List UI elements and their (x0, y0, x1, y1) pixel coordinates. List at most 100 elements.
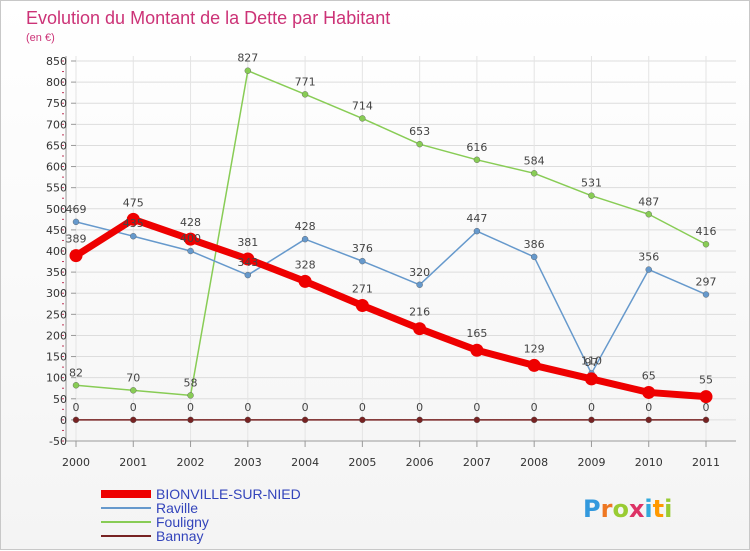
data-point (301, 235, 309, 243)
data-label: 58 (184, 376, 198, 389)
x-tick-label: 2006 (406, 456, 434, 469)
data-point (359, 115, 366, 122)
data-labels: 389 475 428 381 328 271 216 165 129 97 65 55 469 435 4… (66, 52, 717, 414)
data-point (69, 249, 83, 263)
data-point (244, 67, 252, 74)
data-label: 0 (73, 401, 80, 414)
data-label: 386 (524, 238, 545, 251)
y-tick-label: 250 (46, 308, 67, 321)
data-point (416, 281, 423, 288)
data-label: 714 (352, 99, 373, 112)
data-label: 0 (302, 401, 309, 414)
series-line-1 (75, 221, 707, 375)
x-tick-label: 2002 (177, 456, 205, 469)
data-point (130, 387, 137, 394)
x-tick-label: 2011 (692, 456, 720, 469)
data-point (642, 385, 656, 399)
data-point (241, 252, 255, 266)
data-label: 0 (645, 401, 652, 414)
y-tick-label: 0 (60, 414, 67, 427)
data-label: 381 (237, 236, 258, 249)
data-point (130, 233, 137, 240)
data-label: 328 (295, 258, 316, 271)
series-line-0 (74, 215, 707, 401)
y-tick-label: -50 (49, 435, 67, 448)
data-label: 653 (409, 125, 430, 138)
data-point (473, 156, 481, 164)
data-label: 827 (237, 52, 258, 65)
x-tick-label: 2007 (463, 456, 491, 469)
data-label: 343 (237, 256, 258, 269)
data-label: 447 (466, 212, 487, 225)
x-tick-label: 2009 (577, 456, 605, 469)
data-point (244, 416, 252, 424)
data-label: 416 (696, 225, 717, 238)
data-label: 771 (295, 75, 316, 88)
data-label: 0 (703, 401, 710, 414)
chart-title: Evolution du Montant de la Dette par Hab… (26, 8, 390, 28)
data-point (584, 372, 598, 386)
y-tick-label: 150 (46, 351, 67, 364)
data-label: 129 (524, 342, 545, 355)
data-point (72, 218, 80, 226)
data-point (126, 212, 140, 226)
data-label: 110 (581, 354, 602, 367)
y-tick-label: 400 (46, 245, 67, 258)
data-point (530, 253, 538, 261)
data-label: 82 (69, 366, 83, 379)
y-tick-label: 850 (46, 55, 67, 68)
x-tick-label: 2008 (520, 456, 548, 469)
data-point (645, 211, 652, 218)
data-point (301, 416, 309, 424)
data-label: 356 (638, 251, 659, 264)
y-tick-label: 200 (46, 329, 67, 342)
x-tick-label: 2005 (348, 456, 376, 469)
axes (62, 56, 736, 447)
data-point (187, 392, 194, 399)
data-label: 0 (244, 401, 251, 414)
proxiti-logo: Proxiti (583, 495, 672, 523)
y-tick-label: 300 (46, 287, 67, 300)
data-label: 475 (123, 196, 144, 209)
y-tick-label: 500 (46, 203, 67, 216)
y-tick-label: 750 (46, 97, 67, 110)
legend-label: BIONVILLE-SUR-NIED (156, 486, 301, 502)
data-point (359, 416, 366, 424)
data-point (416, 140, 423, 148)
x-tick-label: 2000 (62, 456, 90, 469)
data-label: 0 (187, 401, 194, 414)
data-point (527, 358, 541, 372)
data-point (473, 227, 481, 235)
data-point (298, 274, 312, 288)
data-point (702, 241, 710, 248)
data-label: 0 (473, 401, 480, 414)
grid (75, 56, 736, 442)
data-point (355, 298, 369, 312)
series-line-2 (75, 69, 707, 397)
data-label: 435 (123, 217, 144, 230)
data-point (530, 416, 538, 424)
data-point (187, 416, 194, 424)
data-point (184, 232, 198, 246)
data-label: 0 (531, 401, 538, 414)
data-point (470, 343, 484, 357)
data-point (702, 291, 710, 298)
y-tick-label: 50 (53, 393, 67, 406)
y-tick-label: 450 (46, 224, 67, 237)
data-point (301, 91, 309, 98)
y-tick-label: 650 (46, 139, 67, 152)
data-point (244, 271, 252, 279)
data-point (72, 382, 80, 389)
data-point (645, 416, 652, 424)
y-tick-label: 100 (46, 372, 67, 385)
data-label: 97 (584, 356, 598, 369)
data-label: 0 (130, 401, 137, 414)
data-label: 616 (466, 141, 487, 154)
data-label: 297 (696, 275, 717, 288)
data-point (416, 416, 423, 424)
series-layer (69, 67, 713, 424)
data-point (130, 416, 137, 424)
data-label: 216 (409, 306, 430, 319)
data-point (588, 416, 595, 424)
